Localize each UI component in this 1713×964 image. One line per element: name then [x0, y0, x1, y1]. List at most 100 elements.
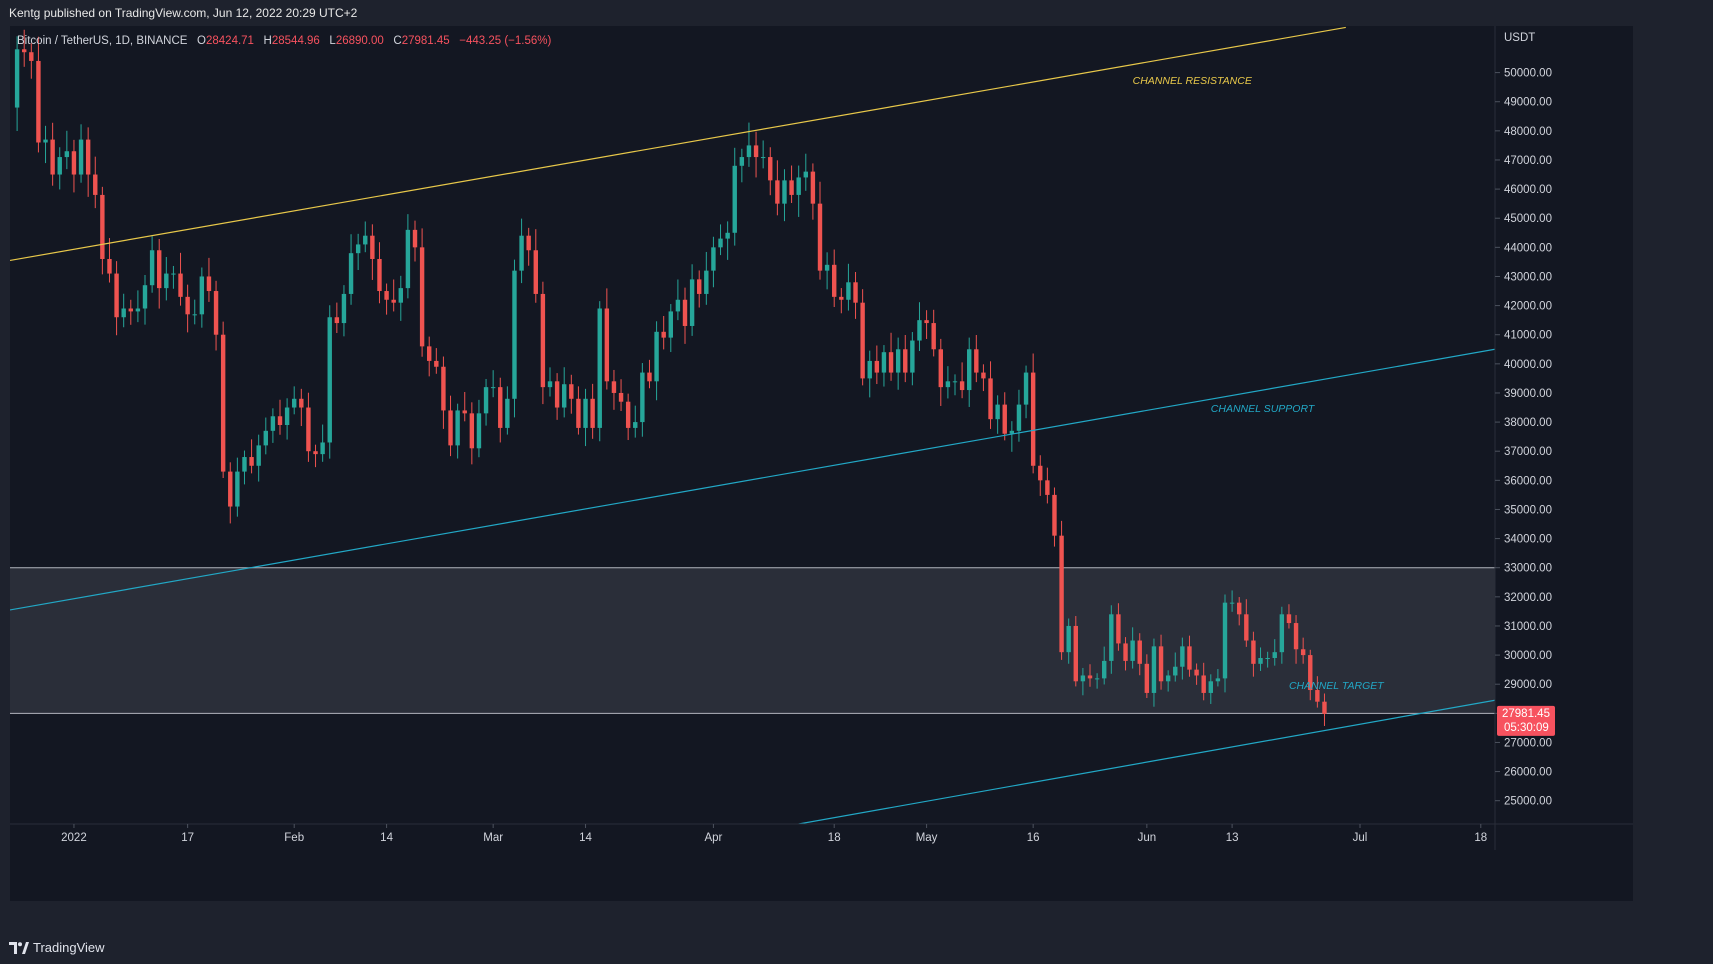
candle-body: [711, 247, 716, 271]
candle-body: [476, 413, 482, 449]
candle-body: [931, 323, 936, 350]
candle-body: [1073, 625, 1078, 682]
candle-body: [533, 250, 538, 294]
candle-body: [753, 145, 759, 158]
trendline-channel-support: [10, 348, 1495, 611]
candle-body: [1109, 614, 1114, 661]
time-tick-label: 16: [1027, 832, 1040, 844]
candle-body: [554, 381, 560, 408]
candle-body: [519, 235, 524, 271]
candle-body: [441, 366, 446, 411]
candle-body: [277, 416, 283, 425]
candle-body: [832, 264, 837, 297]
candle-body: [363, 235, 368, 245]
price-tick-label: 25000.00: [1504, 796, 1552, 808]
candle-body: [398, 288, 403, 303]
candle-body: [490, 387, 496, 389]
candle-body: [1300, 649, 1306, 656]
candle-body: [384, 291, 389, 300]
candle-body: [760, 157, 766, 159]
candle-body: [824, 264, 830, 271]
candle-body: [85, 139, 91, 175]
candle-body: [1308, 655, 1313, 691]
candle-body: [164, 273, 169, 289]
published-header: Kentg published on TradingView.com, Jun …: [0, 0, 1713, 26]
candle-body: [427, 346, 432, 361]
price-tick-label: 38000.00: [1504, 417, 1552, 429]
price-tick-label: 41000.00: [1504, 330, 1552, 342]
candle-body: [803, 171, 808, 178]
plot-layer: CHANNEL RESISTANCE CHANNEL SUPPORT CHANNEL…: [10, 26, 1495, 824]
price-tick-label: 30000.00: [1504, 650, 1552, 662]
price-axis-currency: USDT: [1504, 32, 1535, 44]
candle-body: [967, 349, 972, 391]
candle-body: [668, 311, 673, 338]
trendline-channel-resistance: [10, 26, 1346, 262]
candlestick-chart[interactable]: CHANNEL RESISTANCE CHANNEL SUPPORT CHANNEL…: [0, 0, 1713, 931]
candle-body: [306, 407, 311, 452]
candle-body: [604, 308, 610, 382]
candle-body: [391, 299, 396, 303]
candle-body: [576, 398, 581, 428]
countdown-label: 05:30:09: [1504, 722, 1549, 734]
open-label: O: [197, 35, 206, 47]
candle-body: [1315, 690, 1320, 702]
candle-body: [128, 308, 133, 312]
candle-body: [689, 279, 695, 326]
candle-body: [647, 372, 652, 382]
candle-body: [796, 177, 801, 195]
tradingview-logo[interactable]: TradingView: [9, 940, 105, 955]
candle-body: [1194, 669, 1199, 676]
candle-body: [782, 180, 787, 204]
candle-body: [739, 157, 745, 166]
current-price-tag: [1497, 705, 1555, 736]
time-tick-label: Feb: [284, 832, 304, 844]
candle-body: [1066, 625, 1071, 653]
candle-body: [355, 244, 361, 254]
time-tick-label: 18: [1474, 832, 1487, 844]
candle-body: [483, 387, 489, 414]
candle-body: [1052, 494, 1057, 536]
candle-body: [1187, 646, 1192, 670]
candle-body: [185, 296, 190, 315]
price-tick-label: 49000.00: [1504, 97, 1552, 109]
candle-body: [142, 285, 148, 309]
candle-body: [50, 139, 55, 175]
candle-body: [1244, 614, 1249, 641]
time-tick-label: Apr: [704, 832, 722, 844]
candle-body: [654, 331, 659, 382]
candle-body: [448, 410, 453, 446]
candle-body: [14, 49, 20, 108]
candle-body: [817, 203, 823, 271]
candle-body: [1116, 614, 1121, 644]
time-tick-label: Mar: [483, 832, 503, 844]
candle-body: [292, 398, 297, 408]
candle-body: [526, 235, 531, 251]
candle-body: [625, 401, 631, 428]
annotation-channel-resistance: CHANNEL RESISTANCE: [1133, 75, 1253, 87]
candle-body: [1102, 660, 1107, 679]
candle-body: [235, 471, 240, 507]
candle-body: [1009, 430, 1015, 434]
candle-body: [917, 320, 922, 341]
candle-body: [697, 279, 702, 294]
price-tick-label: 47000.00: [1504, 155, 1552, 167]
chart-area[interactable]: [10, 26, 1633, 901]
candle-body: [299, 398, 304, 408]
time-tick-label: 18: [828, 832, 841, 844]
price-tick-label: 26000.00: [1504, 767, 1552, 779]
candle-body: [974, 349, 979, 373]
candle-body: [1279, 614, 1285, 653]
candle-body: [498, 387, 503, 428]
price-tick-label: 33000.00: [1504, 563, 1552, 575]
candle-body: [569, 384, 574, 399]
symbol-legend: Bitcoin / TetherUS, 1D, BINANCE O28424.7…: [17, 35, 551, 47]
candle-body: [895, 349, 901, 373]
candle-body: [199, 276, 205, 315]
price-tick-label: 44000.00: [1504, 242, 1552, 254]
candle-body: [1151, 646, 1157, 693]
current-price-label: 27981.45: [1502, 708, 1550, 720]
candle-body: [462, 410, 467, 414]
price-tick-label: 48000.00: [1504, 126, 1552, 138]
candle-body: [618, 392, 624, 402]
